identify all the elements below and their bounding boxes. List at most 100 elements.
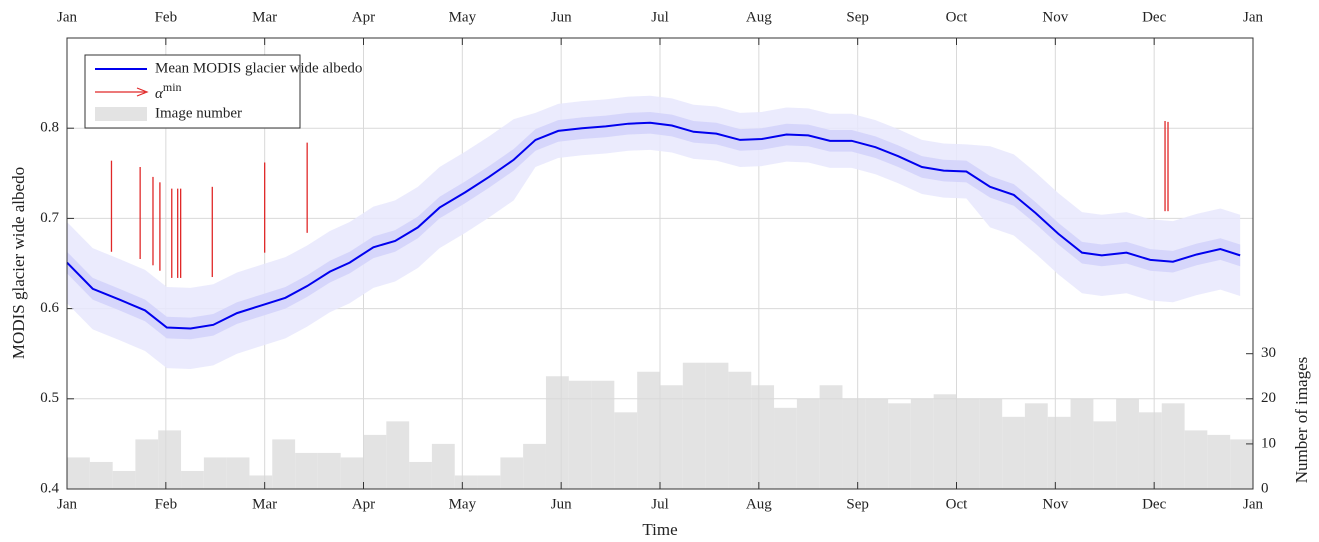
- histogram-bar: [409, 461, 432, 489]
- histogram-bar: [842, 398, 866, 489]
- histogram-bar: [112, 470, 136, 489]
- x-tick-label-top: May: [449, 9, 477, 25]
- histogram-bar: [249, 475, 273, 489]
- y2-tick-label: 30: [1261, 345, 1276, 361]
- y2-tick-label: 0: [1261, 480, 1269, 496]
- legend-label: αmin: [155, 80, 182, 103]
- histogram-bar: [865, 398, 889, 489]
- band: [67, 111, 1241, 340]
- y2-tick-label: 20: [1261, 390, 1276, 406]
- histogram-bar: [933, 394, 957, 489]
- histogram-bar: [1138, 412, 1162, 489]
- histogram-bar: [135, 439, 159, 489]
- histogram-bar: [819, 385, 843, 489]
- histogram-bar: [386, 421, 410, 489]
- histogram-bar: [705, 362, 729, 489]
- histogram-bar: [774, 407, 797, 489]
- histogram-bar: [477, 475, 501, 489]
- legend-symbol: α: [155, 86, 164, 102]
- histogram-bar: [1230, 439, 1253, 489]
- x-tick-label: Jul: [651, 496, 669, 512]
- histogram-bar: [888, 403, 911, 489]
- histogram-bar: [158, 430, 182, 489]
- histogram-bar: [979, 398, 1003, 489]
- histogram-bar: [89, 461, 113, 489]
- x-tick-label-top: Oct: [946, 9, 968, 25]
- x-axis-label: Time: [642, 520, 677, 539]
- x-tick-label: Jan: [57, 496, 77, 512]
- line: [66, 121, 1241, 330]
- histogram-bar: [660, 385, 683, 489]
- histogram-bar: [751, 385, 775, 489]
- y-tick-label: 0.8: [40, 120, 59, 136]
- histogram-bar: [203, 457, 227, 489]
- x-tick-label: Dec: [1142, 496, 1166, 512]
- histogram-bar: [500, 457, 524, 489]
- y-tick-label: 0.4: [40, 480, 59, 496]
- y2-tick-label: 10: [1261, 435, 1276, 451]
- histogram-bar: [637, 371, 660, 489]
- histogram-bar: [910, 398, 934, 489]
- legend-label: Image number: [155, 105, 242, 121]
- plot-frame: [66, 37, 1254, 490]
- histogram-bar: [545, 376, 569, 489]
- histogram-bar: [181, 470, 204, 489]
- x-tick-label: Mar: [252, 496, 277, 512]
- x-tick-label-top: Jul: [651, 9, 669, 25]
- histogram-bar: [1047, 416, 1071, 489]
- x-tick-label: Jan: [1243, 496, 1263, 512]
- legend-superscript: min: [163, 80, 182, 94]
- histogram-bar: [796, 398, 820, 489]
- histogram-bar: [728, 371, 752, 489]
- histogram-bar: [682, 362, 706, 489]
- histogram-bar: [568, 380, 592, 489]
- legend-swatch: [95, 107, 147, 121]
- x-tick-label: Jun: [551, 496, 572, 512]
- x-tick-label-top: Aug: [746, 9, 772, 25]
- histogram-bar: [1024, 403, 1048, 489]
- x-tick-label: May: [449, 496, 477, 512]
- histogram-bar: [1161, 403, 1185, 489]
- histogram-bar: [454, 475, 478, 489]
- x-tick-label-top: Feb: [155, 9, 178, 25]
- y-tick-label: 0.5: [40, 390, 59, 406]
- histogram-bar: [1070, 398, 1094, 489]
- x-tick-label-top: Dec: [1142, 9, 1166, 25]
- histogram-bar: [1002, 416, 1025, 489]
- histogram-bar: [956, 398, 980, 489]
- histogram-bar: [1116, 398, 1139, 489]
- y-axis-label: MODIS glacier wide albedo: [9, 167, 28, 359]
- histogram-bar: [523, 443, 546, 489]
- histogram-bar: [1093, 421, 1117, 489]
- histogram-bar: [317, 452, 341, 489]
- x-tick-label-top: Jan: [57, 9, 77, 25]
- y-tick-label: 0.7: [40, 210, 59, 226]
- histogram-bar: [1184, 430, 1208, 489]
- y2-axis-label: Number of images: [1292, 357, 1311, 484]
- x-tick-label-top: Jan: [1243, 9, 1263, 25]
- x-tick-label-top: Jun: [551, 9, 572, 25]
- histogram-bar: [431, 443, 455, 489]
- histogram-bar: [363, 434, 387, 489]
- histogram-bar: [67, 457, 90, 489]
- x-tick-label: Nov: [1042, 496, 1068, 512]
- x-tick-label: Apr: [352, 496, 375, 512]
- legend-arrow-head: [136, 87, 149, 97]
- histogram-bar: [614, 412, 638, 489]
- histogram-bar: [226, 457, 250, 489]
- x-tick-label: Aug: [746, 496, 772, 512]
- histogram-bar: [591, 380, 615, 489]
- legend-label: Mean MODIS glacier wide albedo: [155, 60, 362, 76]
- x-tick-label: Feb: [155, 496, 178, 512]
- x-tick-label: Sep: [846, 496, 869, 512]
- histogram-bar: [340, 457, 364, 489]
- x-tick-label-top: Apr: [352, 9, 375, 25]
- x-tick-label-top: Sep: [846, 9, 869, 25]
- y-tick-label: 0.6: [40, 300, 59, 316]
- x-tick-label-top: Nov: [1042, 9, 1068, 25]
- histogram-bar: [1207, 434, 1231, 489]
- histogram-bar: [295, 452, 318, 489]
- histogram-bar: [272, 439, 296, 489]
- x-tick-label-top: Mar: [252, 9, 277, 25]
